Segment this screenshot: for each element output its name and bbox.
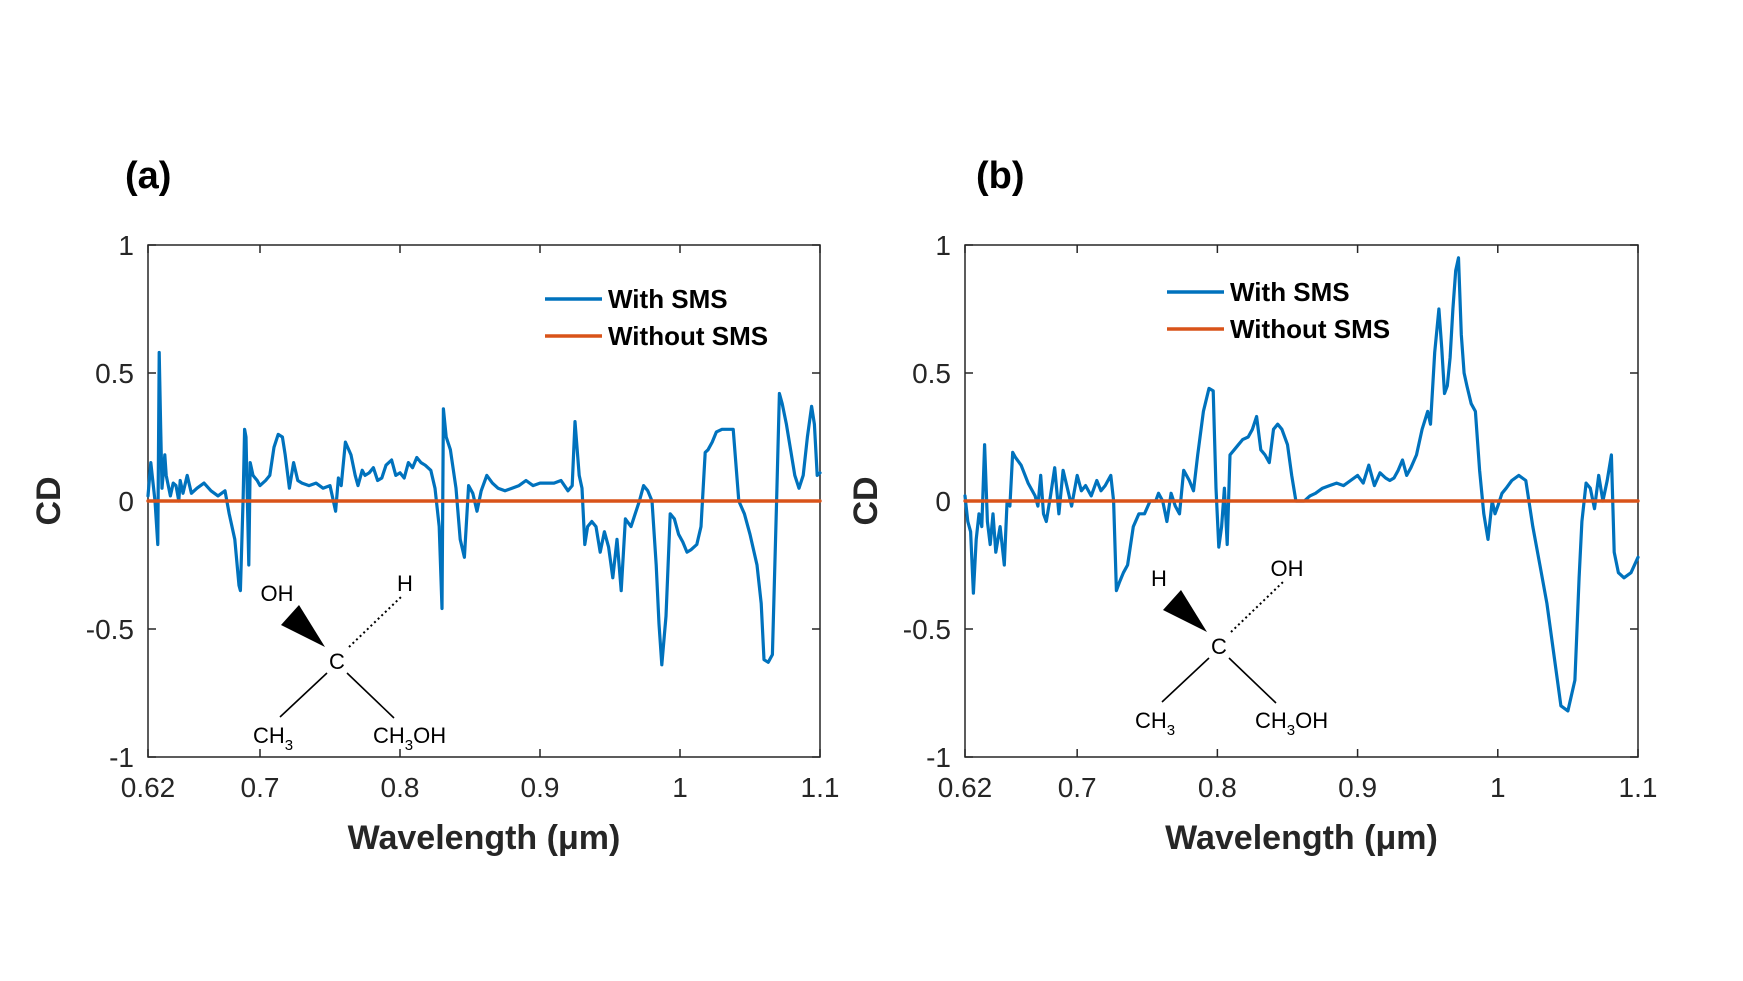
molecule-bond xyxy=(346,672,395,719)
molecule-wedge-bond xyxy=(281,605,325,647)
formula-subscript: 3 xyxy=(1167,722,1175,739)
panel-label: (b) xyxy=(976,155,1025,197)
molecule-center-atom: C xyxy=(329,649,345,674)
formula-subscript: 3 xyxy=(405,737,413,754)
formula-base: CH xyxy=(1255,708,1287,733)
formula-subscript: 3 xyxy=(1287,722,1295,739)
x-tick-label: 1 xyxy=(1490,772,1506,803)
panel-label: (a) xyxy=(125,155,171,197)
formula-subscript: 3 xyxy=(285,737,293,754)
x-tick-label: 0.62 xyxy=(938,772,993,803)
molecule-dashed-group: OH xyxy=(1271,556,1304,581)
x-tick-label: 1.1 xyxy=(1619,772,1658,803)
formula-tail: OH xyxy=(1295,708,1328,733)
formula-tail: OH xyxy=(413,723,446,748)
molecule-lower-left-group: CH3 xyxy=(253,723,293,754)
y-tick-label: -0.5 xyxy=(86,614,134,645)
y-tick-label: -1 xyxy=(926,742,951,773)
molecule-wedge-group: H xyxy=(1151,566,1167,591)
molecule-bond xyxy=(279,672,328,718)
x-tick-label: 1 xyxy=(672,772,688,803)
x-axis-label: Wavelength (μm) xyxy=(348,819,621,857)
x-tick-label: 0.8 xyxy=(381,772,420,803)
y-tick-label: 1 xyxy=(935,230,951,261)
y-tick-label: 1 xyxy=(118,230,134,261)
y-tick-label: 0 xyxy=(118,486,134,517)
y-tick-label: 0.5 xyxy=(95,358,134,389)
molecule-center-atom: C xyxy=(1211,634,1227,659)
molecule-dashed-bond xyxy=(1230,581,1284,633)
x-tick-label: 0.8 xyxy=(1198,772,1237,803)
legend-label: Without SMS xyxy=(1230,314,1390,344)
molecule-dashed-bond xyxy=(348,596,402,648)
formula-base: CH xyxy=(1135,708,1167,733)
panel-a: (a) 0.62 0.7 0.8 0.9 1 1.1 1 0.5 0 -0.5 -1 Wavelengt… xyxy=(30,155,839,857)
molecule-lower-right-group: CH3OH xyxy=(1255,708,1328,739)
legend-label: Without SMS xyxy=(608,321,768,351)
molecule-wedge-bond xyxy=(1163,590,1207,632)
panel-b: (b) 0.62 0.7 0.8 0.9 1 1.1 1 0.5 0 -0.5 -1 Wavelengt… xyxy=(847,155,1657,857)
y-tick-label: -0.5 xyxy=(903,614,951,645)
molecule-wedge-group: OH xyxy=(261,581,294,606)
x-tick-label: 0.7 xyxy=(1058,772,1097,803)
legend-label: With SMS xyxy=(608,284,728,314)
x-tick-label: 1.1 xyxy=(801,772,840,803)
molecule-dashed-group: H xyxy=(397,571,413,596)
molecule-bond xyxy=(1228,657,1277,704)
y-tick-label: 0.5 xyxy=(912,358,951,389)
formula-base: CH xyxy=(373,723,405,748)
formula-base: CH xyxy=(253,723,285,748)
series-line-with-sms xyxy=(146,350,822,667)
y-axis-label: CD xyxy=(30,476,68,525)
x-tick-label: 0.7 xyxy=(241,772,280,803)
y-tick-label: 0 xyxy=(935,486,951,517)
x-tick-label: 0.9 xyxy=(521,772,560,803)
x-tick-label: 0.9 xyxy=(1338,772,1377,803)
y-tick-label: -1 xyxy=(109,742,134,773)
legend-label: With SMS xyxy=(1230,277,1350,307)
molecule-bond xyxy=(1161,657,1210,703)
y-axis-label: CD xyxy=(847,476,885,525)
x-axis-label: Wavelength (μm) xyxy=(1165,819,1438,857)
molecule-lower-left-group: CH3 xyxy=(1135,708,1175,739)
molecule-lower-right-group: CH3OH xyxy=(373,723,446,754)
x-tick-label: 0.62 xyxy=(121,772,176,803)
